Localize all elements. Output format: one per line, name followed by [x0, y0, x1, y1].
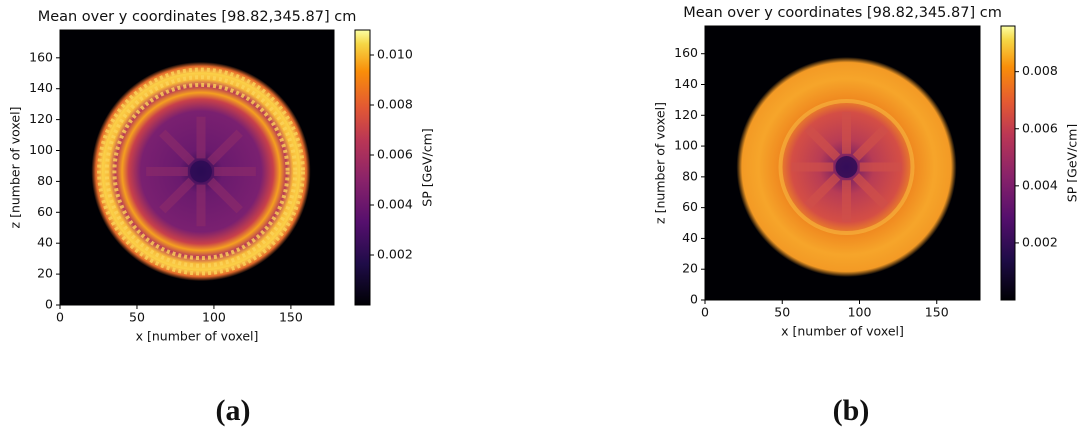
x-tick-label: 100: [848, 305, 872, 320]
axes-frame: [704, 25, 981, 301]
colorbar-tick-label: 0.002: [377, 247, 413, 262]
y-tick-label: 160: [29, 49, 53, 64]
y-tick-label: 140: [29, 80, 53, 95]
colorbar-label: SP [GeV/cm]: [420, 128, 435, 206]
y-axis-label: z [number of voxel]: [653, 102, 668, 224]
colorbar-tick-label: 0.008: [1022, 63, 1058, 78]
heatmap-spoke: [207, 177, 243, 214]
colorbar-tick-label: 0.010: [377, 47, 413, 62]
colorbar-tick-label: 0.004: [377, 197, 413, 212]
heatmap-spoke: [207, 129, 243, 166]
panel-caption: (a): [216, 394, 251, 427]
heatmap-spoke: [159, 177, 195, 214]
x-axis-label: x [number of voxel]: [781, 324, 904, 339]
colorbar-tick-label: 0.004: [1022, 177, 1058, 192]
y-tick-label: 140: [674, 76, 698, 91]
x-axis-label: x [number of voxel]: [136, 329, 259, 344]
heatmap-hub: [835, 156, 858, 178]
heatmap-ring: [112, 82, 290, 261]
heatmap-spoke: [159, 129, 195, 166]
heatmap-ring: [104, 75, 298, 268]
x-tick-label: 150: [279, 310, 303, 325]
colorbar: [1000, 25, 1016, 301]
y-tick-label: 160: [674, 45, 698, 60]
heatmap-spoke: [852, 124, 889, 161]
colorbar: [354, 29, 371, 306]
chart-title: Mean over y coordinates [98.82,345.87] c…: [683, 5, 1002, 21]
y-tick-label: 120: [29, 111, 53, 126]
y-tick-label: 0: [690, 292, 698, 307]
axes-frame: [59, 29, 335, 306]
y-axis-label: z [number of voxel]: [8, 107, 23, 229]
y-tick-label: 80: [37, 173, 53, 188]
x-tick-label: 0: [701, 305, 709, 320]
heatmap-ring: [778, 99, 915, 235]
colorbar-tick-label: 0.006: [377, 147, 413, 162]
colorbar-tick-label: 0.006: [1022, 120, 1058, 135]
y-tick-label: 20: [682, 261, 698, 276]
x-tick-label: 50: [129, 310, 145, 325]
y-tick-label: 60: [682, 199, 698, 214]
x-tick-label: 150: [925, 305, 949, 320]
y-tick-label: 120: [674, 107, 698, 122]
x-tick-label: 50: [774, 305, 790, 320]
y-tick-label: 40: [682, 230, 698, 245]
y-tick-label: 60: [37, 204, 53, 219]
heatmap-spoke: [804, 173, 841, 210]
y-tick-label: 40: [37, 235, 53, 250]
y-tick-label: 100: [674, 138, 698, 153]
y-tick-label: 0: [45, 297, 53, 312]
x-tick-label: 100: [202, 310, 226, 325]
colorbar-tick-label: 0.002: [1022, 234, 1058, 249]
y-tick-label: 20: [37, 266, 53, 281]
heatmap-spoke: [852, 173, 889, 210]
chart-title: Mean over y coordinates [98.82,345.87] c…: [38, 9, 357, 25]
colorbar-tick-label: 0.008: [377, 97, 413, 112]
x-tick-label: 0: [56, 310, 64, 325]
colorbar-label: SP [GeV/cm]: [1065, 124, 1077, 202]
y-tick-label: 100: [29, 142, 53, 157]
heatmap-hub: [190, 160, 212, 183]
heatmap-spoke: [804, 124, 841, 161]
y-tick-label: 80: [682, 168, 698, 183]
heatmap-ring: [97, 67, 305, 276]
panel-caption: (b): [833, 394, 870, 427]
